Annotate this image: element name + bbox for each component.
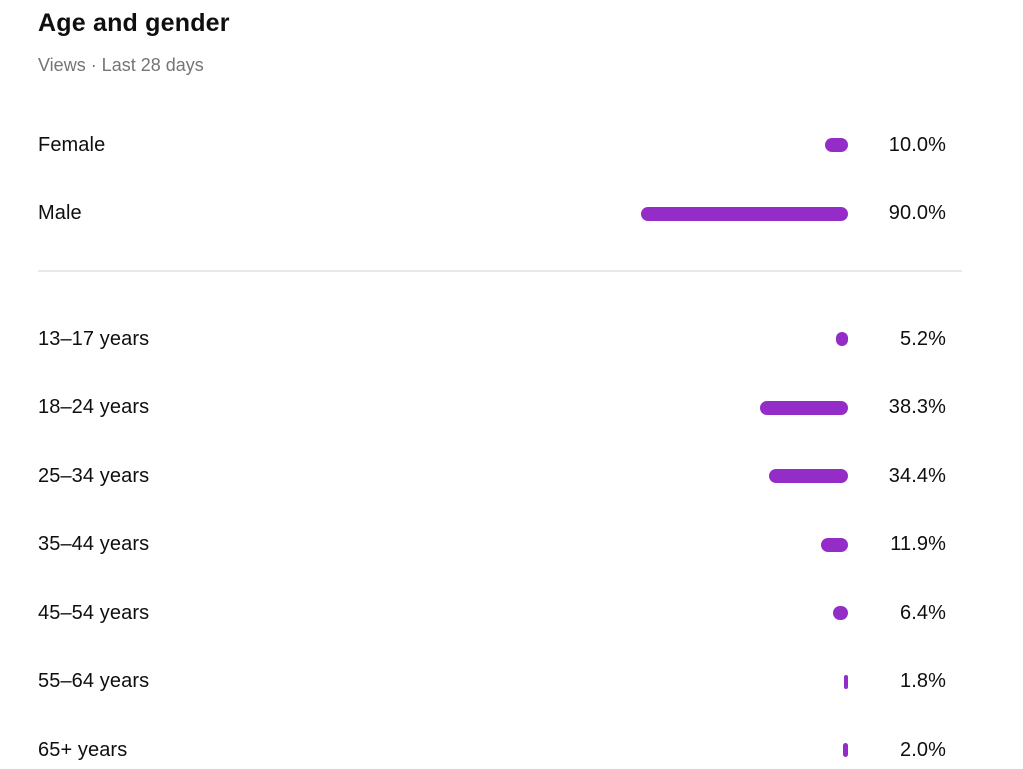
bar[interactable] <box>825 138 848 153</box>
bar-track <box>618 674 848 689</box>
chart-row: Male 90.0% <box>38 180 946 249</box>
bar[interactable] <box>843 743 848 758</box>
bar[interactable] <box>833 606 848 621</box>
category-label: 65+ years <box>38 738 128 761</box>
chart-row: 65+ years 2.0% <box>38 716 946 769</box>
card-subtitle: Views · Last 28 days <box>38 55 204 75</box>
chart-row: 55–64 years 1.8% <box>38 648 946 717</box>
gender-chart: Female 10.0% Male 90.0% <box>38 111 946 248</box>
percent-value: 1.8% <box>900 670 946 693</box>
category-label: 45–54 years <box>38 601 150 624</box>
percent-value: 11.9% <box>890 533 946 556</box>
bar-track <box>618 469 848 484</box>
bar-track <box>618 400 848 415</box>
category-label: 13–17 years <box>38 327 150 350</box>
chart-row: 45–54 years 6.4% <box>38 579 946 648</box>
bar[interactable] <box>768 469 848 484</box>
chart-row: 25–34 years 34.4% <box>38 442 946 511</box>
bar[interactable] <box>641 206 848 221</box>
percent-value: 2.0% <box>900 738 946 761</box>
bar-track <box>618 138 848 153</box>
section-divider <box>38 270 962 272</box>
bar-track <box>618 537 848 552</box>
bar[interactable] <box>836 332 848 347</box>
category-label: Female <box>38 133 106 156</box>
chart-row: 18–24 years 38.3% <box>38 374 946 443</box>
percent-value: 6.4% <box>900 601 946 624</box>
category-label: 18–24 years <box>38 396 150 419</box>
category-label: 25–34 years <box>38 464 150 487</box>
bar[interactable] <box>843 674 848 689</box>
chart-row: 35–44 years 11.9% <box>38 511 946 580</box>
bar-track <box>618 743 848 758</box>
percent-value: 90.0% <box>888 202 946 225</box>
bar-track <box>618 332 848 347</box>
bar-track <box>618 206 848 221</box>
category-label: Male <box>38 202 82 225</box>
chart-row: Female 10.0% <box>38 111 946 180</box>
percent-value: 38.3% <box>888 396 946 419</box>
bar[interactable] <box>820 537 848 552</box>
chart-row: 13–17 years 5.2% <box>38 305 946 374</box>
age-chart: 13–17 years 5.2% 18–24 years 38.3% 25–34… <box>38 305 946 769</box>
percent-value: 5.2% <box>900 327 946 350</box>
bar[interactable] <box>759 400 848 415</box>
percent-value: 34.4% <box>888 464 946 487</box>
bar-track <box>618 606 848 621</box>
card-title: Age and gender <box>38 9 230 37</box>
category-label: 35–44 years <box>38 533 150 556</box>
category-label: 55–64 years <box>38 670 150 693</box>
percent-value: 10.0% <box>888 133 946 156</box>
